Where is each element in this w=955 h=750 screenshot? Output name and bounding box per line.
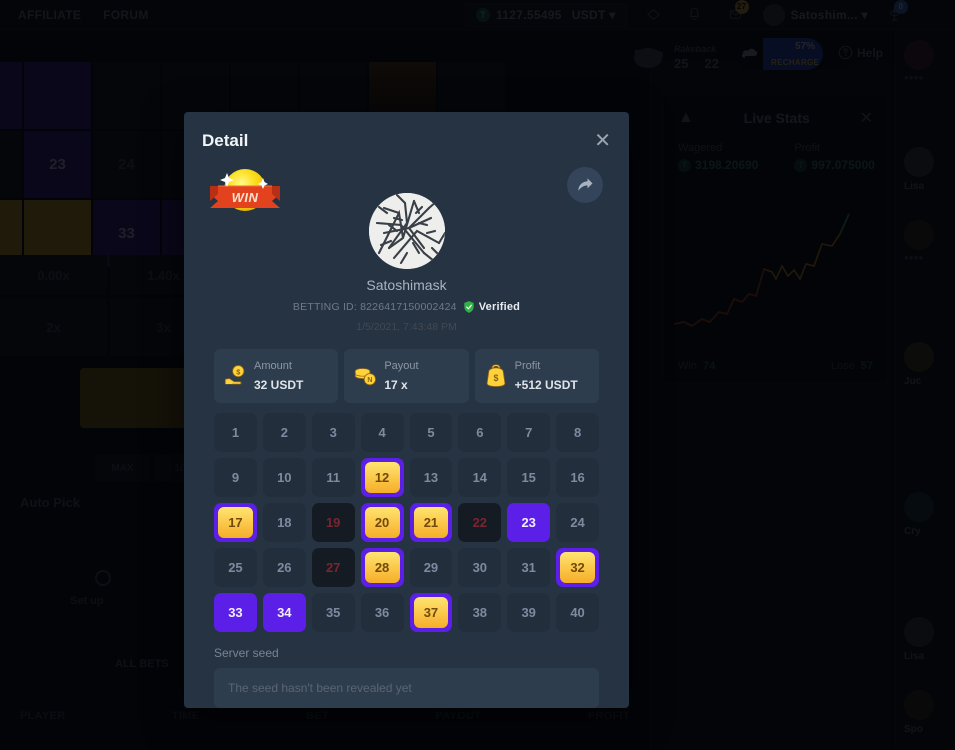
- svg-text:WIN: WIN: [232, 190, 259, 205]
- svg-text:$: $: [236, 367, 240, 376]
- svg-text:N: N: [368, 377, 373, 384]
- svg-text:$: $: [493, 373, 498, 383]
